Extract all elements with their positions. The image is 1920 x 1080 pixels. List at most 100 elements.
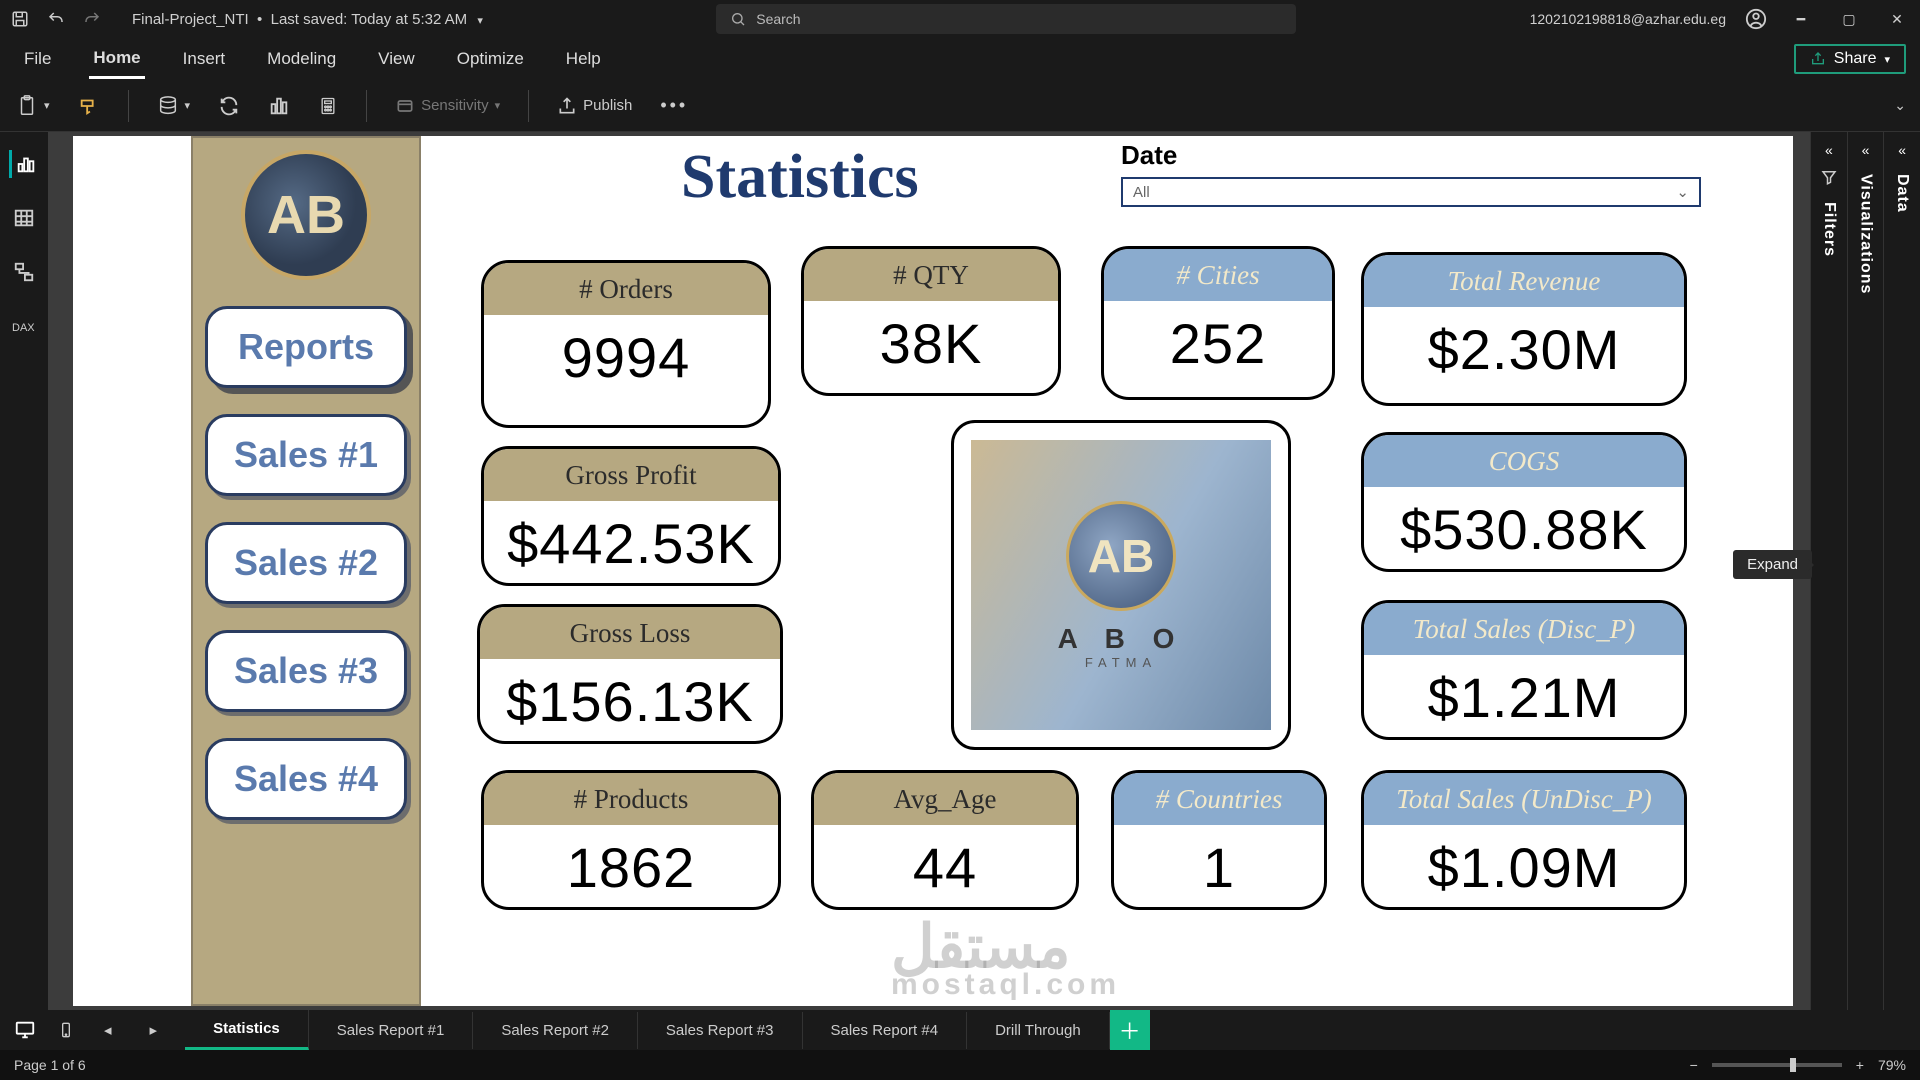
report-canvas[interactable]: AB Reports Sales #1 Sales #2 Sales #3 Sa… bbox=[73, 136, 1793, 1006]
kpi-card-avg_age[interactable]: Avg_Age44 bbox=[811, 770, 1079, 910]
undo-icon[interactable] bbox=[44, 7, 68, 31]
kpi-card-total_revenue[interactable]: Total Revenue$2.30M bbox=[1361, 252, 1687, 406]
kpi-card-products[interactable]: # Products1862 bbox=[481, 770, 781, 910]
date-select[interactable]: All ⌄ bbox=[1121, 177, 1701, 207]
paste-button[interactable]: ▾ bbox=[16, 94, 50, 118]
tab-help[interactable]: Help bbox=[562, 41, 605, 77]
nav-sales-2[interactable]: Sales #2 bbox=[205, 522, 407, 604]
kpi-label: Avg_Age bbox=[814, 773, 1076, 825]
sidebar-logo: AB bbox=[241, 150, 371, 280]
kpi-card-countries[interactable]: # Countries1 bbox=[1111, 770, 1327, 910]
center-brand-image: AB A B O FATMA bbox=[951, 420, 1291, 750]
data-pane[interactable]: « Data bbox=[1883, 132, 1920, 1010]
collapse-icon[interactable]: « bbox=[1862, 142, 1870, 158]
filter-icon bbox=[1820, 168, 1838, 186]
center-brand-line2: FATMA bbox=[1085, 655, 1157, 670]
share-icon bbox=[1810, 51, 1826, 67]
zoom-controls[interactable]: − + 79% bbox=[1690, 1057, 1906, 1073]
right-panes: « Filters « Visualizations « Data bbox=[1810, 132, 1920, 1010]
tab-insert[interactable]: Insert bbox=[179, 41, 230, 77]
page-tab-statistics[interactable]: Statistics bbox=[185, 1010, 309, 1050]
desktop-layout-icon[interactable] bbox=[14, 1019, 36, 1041]
prev-page-button[interactable]: ◂ bbox=[96, 1021, 120, 1039]
kpi-card-gross_loss[interactable]: Gross Loss$156.13K bbox=[477, 604, 783, 744]
add-page-button[interactable]: ＋ bbox=[1110, 1010, 1150, 1050]
nav-sales-4[interactable]: Sales #4 bbox=[205, 738, 407, 820]
kpi-card-sales_disc[interactable]: Total Sales (Disc_P)$1.21M bbox=[1361, 600, 1687, 740]
new-measure-button[interactable] bbox=[318, 95, 338, 117]
close-button[interactable]: ✕ bbox=[1882, 4, 1912, 34]
status-bar: Page 1 of 6 − + 79% bbox=[0, 1050, 1920, 1080]
format-painter-button[interactable] bbox=[78, 95, 100, 117]
page-tab-sr1[interactable]: Sales Report #1 bbox=[309, 1012, 474, 1049]
tab-home[interactable]: Home bbox=[89, 40, 144, 79]
kpi-value: 44 bbox=[814, 825, 1076, 910]
page-tab-sr3[interactable]: Sales Report #3 bbox=[638, 1012, 803, 1049]
sensitivity-button[interactable]: Sensitivity▾ bbox=[395, 96, 500, 116]
file-name-text: Final-Project_NTI bbox=[132, 11, 249, 28]
kpi-value: 1 bbox=[1114, 825, 1324, 910]
get-data-button[interactable]: ▾ bbox=[157, 95, 191, 117]
file-name[interactable]: Final-Project_NTI • Last saved: Today at… bbox=[132, 11, 483, 28]
kpi-card-gross_profit[interactable]: Gross Profit$442.53K bbox=[481, 446, 781, 586]
transform-data-button[interactable] bbox=[268, 95, 290, 117]
chevron-down-icon: ▾ bbox=[1884, 53, 1890, 66]
collapse-icon[interactable]: « bbox=[1898, 142, 1906, 158]
tab-modeling[interactable]: Modeling bbox=[263, 41, 340, 77]
zoom-value: 79% bbox=[1878, 1057, 1906, 1073]
page-tab-drill[interactable]: Drill Through bbox=[967, 1012, 1110, 1049]
tab-file[interactable]: File bbox=[20, 41, 55, 77]
kpi-label: Gross Loss bbox=[480, 607, 780, 659]
page-title: Statistics bbox=[681, 142, 919, 213]
nav-reports[interactable]: Reports bbox=[205, 306, 407, 388]
share-button[interactable]: Share ▾ bbox=[1794, 44, 1906, 74]
user-avatar-icon[interactable] bbox=[1744, 7, 1768, 31]
collapse-ribbon-button[interactable]: ⌄ bbox=[1894, 97, 1906, 114]
kpi-card-orders[interactable]: # Orders9994 bbox=[481, 260, 771, 428]
kpi-label: # QTY bbox=[804, 249, 1058, 301]
table-view-icon[interactable] bbox=[10, 204, 38, 232]
visualizations-pane[interactable]: « Visualizations bbox=[1847, 132, 1884, 1010]
collapse-icon[interactable]: « bbox=[1825, 142, 1833, 158]
more-button[interactable]: ••• bbox=[660, 95, 688, 116]
page-tab-sr2[interactable]: Sales Report #2 bbox=[473, 1012, 638, 1049]
save-icon[interactable] bbox=[8, 7, 32, 31]
kpi-label: COGS bbox=[1364, 435, 1684, 487]
kpi-card-qty[interactable]: # QTY38K bbox=[801, 246, 1061, 396]
kpi-label: # Orders bbox=[484, 263, 768, 315]
saved-info: Last saved: Today at 5:32 AM bbox=[271, 11, 468, 28]
tab-view[interactable]: View bbox=[374, 41, 419, 77]
watermark: مستقل mostaql.com bbox=[891, 912, 1120, 1002]
refresh-button[interactable] bbox=[218, 95, 240, 117]
filters-label: Filters bbox=[1820, 202, 1838, 257]
zoom-out-button[interactable]: − bbox=[1690, 1057, 1698, 1073]
search-input[interactable]: Search bbox=[716, 4, 1296, 34]
minimize-button[interactable]: ━ bbox=[1786, 4, 1816, 34]
kpi-value: 9994 bbox=[484, 315, 768, 408]
mobile-layout-icon[interactable] bbox=[58, 1019, 74, 1041]
kpi-value: $442.53K bbox=[484, 501, 778, 586]
tab-optimize[interactable]: Optimize bbox=[453, 41, 528, 77]
zoom-slider[interactable] bbox=[1712, 1063, 1842, 1067]
date-slicer[interactable]: Date All ⌄ bbox=[1121, 140, 1701, 207]
page-tab-sr4[interactable]: Sales Report #4 bbox=[803, 1012, 968, 1049]
kpi-card-cities[interactable]: # Cities252 bbox=[1101, 246, 1335, 400]
filters-pane[interactable]: « Filters bbox=[1810, 132, 1847, 1010]
maximize-button[interactable]: ▢ bbox=[1834, 4, 1864, 34]
kpi-card-sales_undisc[interactable]: Total Sales (UnDisc_P)$1.09M bbox=[1361, 770, 1687, 910]
ribbon-tabs: File Home Insert Modeling View Optimize … bbox=[0, 38, 1920, 80]
kpi-label: Total Sales (UnDisc_P) bbox=[1364, 773, 1684, 825]
page-tabs: ◂ ▸ Statistics Sales Report #1 Sales Rep… bbox=[0, 1010, 1920, 1050]
dax-view-icon[interactable]: DAX bbox=[10, 312, 38, 340]
nav-sales-1[interactable]: Sales #1 bbox=[205, 414, 407, 496]
kpi-card-cogs[interactable]: COGS$530.88K bbox=[1361, 432, 1687, 572]
redo-icon[interactable] bbox=[80, 7, 104, 31]
nav-sales-3[interactable]: Sales #3 bbox=[205, 630, 407, 712]
ribbon-commands: ▾ ▾ Sensitivity▾ Publish ••• ⌄ bbox=[0, 80, 1920, 132]
kpi-label: # Countries bbox=[1114, 773, 1324, 825]
model-view-icon[interactable] bbox=[10, 258, 38, 286]
publish-button[interactable]: Publish bbox=[557, 96, 632, 116]
report-view-icon[interactable] bbox=[9, 150, 37, 178]
next-page-button[interactable]: ▸ bbox=[142, 1021, 166, 1039]
zoom-in-button[interactable]: + bbox=[1856, 1057, 1864, 1073]
